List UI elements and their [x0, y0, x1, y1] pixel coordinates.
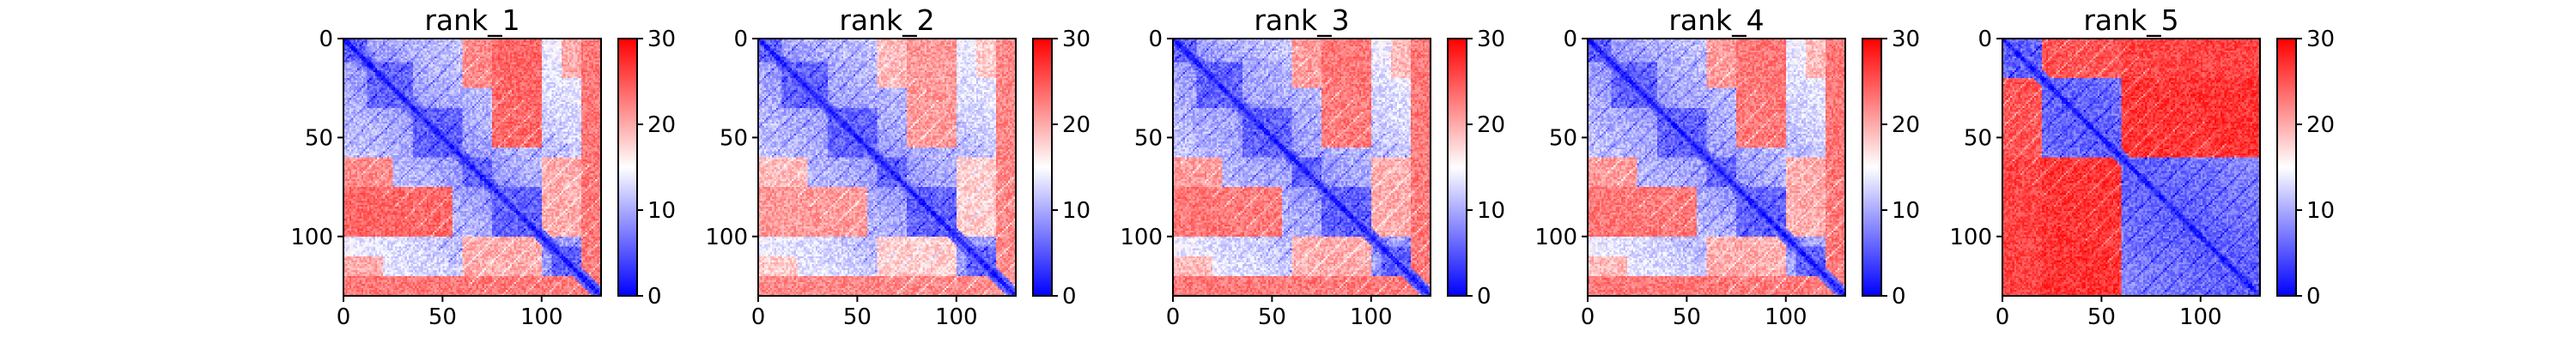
heatmap-image — [343, 39, 601, 296]
y-tick-label: 100 — [705, 225, 748, 250]
colorbar — [2277, 39, 2296, 296]
heatmap-frame — [2002, 38, 2261, 297]
heatmap-frame — [1172, 38, 1431, 297]
x-tick-label: 50 — [843, 304, 872, 330]
panel-title: rank_4 — [1668, 3, 1764, 37]
colorbar-tick-label: 0 — [1477, 284, 1492, 310]
x-tick-label: 100 — [1350, 304, 1393, 330]
y-tick-label: 0 — [1563, 27, 1577, 52]
panel-title: rank_2 — [839, 3, 934, 37]
y-tick-label: 0 — [1148, 27, 1163, 52]
heatmap-image — [2002, 39, 2260, 296]
colorbar-frame — [1032, 38, 1053, 297]
heatmap-panel-rank_3: rank_3 0 50 100 0 50 100 0 10 20 30 — [1120, 3, 1505, 330]
heatmap-image — [758, 39, 1016, 296]
y-tick-label: 0 — [1978, 27, 1992, 52]
y-tick-label: 100 — [1949, 225, 1992, 250]
x-tick-label: 50 — [1258, 304, 1286, 330]
colorbar-frame — [1862, 38, 1882, 297]
x-tick-label: 100 — [520, 304, 563, 330]
colorbar-tick-label: 0 — [647, 284, 662, 310]
colorbar-tick-label: 0 — [1062, 284, 1077, 310]
heatmap-panel-rank_4: rank_4 0 50 100 0 50 100 0 10 20 30 — [1534, 3, 1920, 330]
y-tick-label: 50 — [305, 125, 333, 151]
y-tick-label: 0 — [319, 27, 333, 52]
colorbar-tick-label: 30 — [647, 27, 676, 52]
y-tick-label: 0 — [733, 27, 748, 52]
y-tick-label: 50 — [1549, 125, 1577, 151]
colorbar-tick-label: 10 — [647, 198, 676, 224]
colorbar-frame — [617, 38, 638, 297]
colorbar-tick-label: 10 — [2306, 198, 2335, 224]
x-tick-label: 0 — [751, 304, 766, 330]
x-tick-label: 0 — [337, 304, 351, 330]
colorbar-frame — [2276, 38, 2297, 297]
panel-title: rank_5 — [2083, 3, 2178, 37]
x-tick-label: 0 — [1166, 304, 1181, 330]
heatmap-frame — [1587, 38, 1846, 297]
panel-title: rank_3 — [1254, 3, 1349, 37]
y-tick-label: 100 — [290, 225, 333, 250]
colorbar-tick-label: 30 — [1892, 27, 1920, 52]
colorbar-tick-label: 10 — [1477, 198, 1505, 224]
heatmap-frame — [343, 38, 602, 297]
colorbar-tick-label: 20 — [1892, 112, 1920, 138]
colorbar-tick-label: 20 — [2306, 112, 2335, 138]
x-tick-label: 0 — [1581, 304, 1595, 330]
x-tick-label: 100 — [1765, 304, 1807, 330]
heatmap-panel-rank_1: rank_1 0 50 100 0 50 100 0 10 20 30 — [290, 3, 676, 330]
colorbar-tick-label: 20 — [647, 112, 676, 138]
x-tick-label: 100 — [935, 304, 978, 330]
x-tick-label: 100 — [2179, 304, 2222, 330]
colorbar-tick-label: 20 — [1477, 112, 1505, 138]
y-tick-label: 50 — [720, 125, 748, 151]
y-tick-label: 50 — [1134, 125, 1163, 151]
y-tick-label: 100 — [1534, 225, 1577, 250]
heatmap-frame — [757, 38, 1017, 297]
colorbar-tick-label: 10 — [1892, 198, 1920, 224]
heatmap-image — [1588, 39, 1845, 296]
colorbar-tick-label: 0 — [1892, 284, 1906, 310]
x-tick-label: 50 — [428, 304, 457, 330]
x-tick-label: 50 — [1673, 304, 1701, 330]
heatmap-panel-rank_5: rank_5 0 50 100 0 50 100 0 10 20 30 — [1949, 3, 2335, 330]
heatmap-panel-rank_2: rank_2 0 50 100 0 50 100 0 10 20 30 — [705, 3, 1091, 330]
y-tick-label: 50 — [1964, 125, 1992, 151]
colorbar — [1862, 39, 1881, 296]
colorbar — [618, 39, 637, 296]
colorbar-tick-label: 0 — [2306, 284, 2321, 310]
heatmap-image — [1173, 39, 1431, 296]
colorbar — [1448, 39, 1467, 296]
colorbar-tick-label: 30 — [1062, 27, 1091, 52]
colorbar-tick-label: 30 — [1477, 27, 1505, 52]
colorbar-tick-label: 10 — [1062, 198, 1091, 224]
y-tick-label: 100 — [1120, 225, 1163, 250]
colorbar — [1033, 39, 1052, 296]
colorbar-frame — [1447, 38, 1467, 297]
panel-title: rank_1 — [424, 3, 519, 37]
colorbar-tick-label: 20 — [1062, 112, 1091, 138]
colorbar-tick-label: 30 — [2306, 27, 2335, 52]
x-tick-label: 50 — [2087, 304, 2116, 330]
x-tick-label: 0 — [1996, 304, 2010, 330]
